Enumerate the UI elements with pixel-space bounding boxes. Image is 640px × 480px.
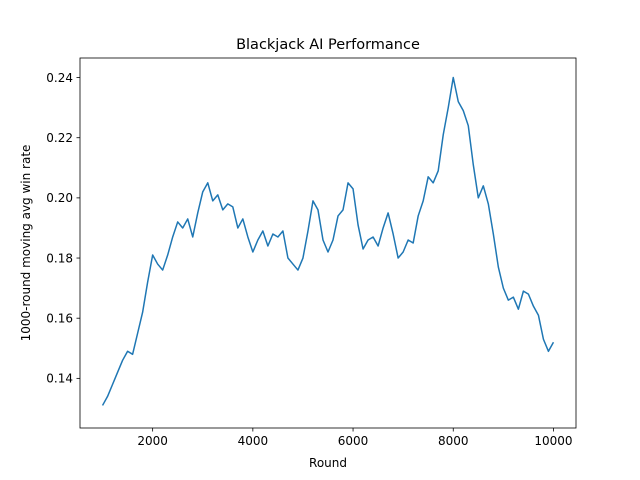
y-axis-label: 1000-round moving avg win rate [19,145,33,342]
chart-title: Blackjack AI Performance [236,37,420,53]
x-tick-label: 6000 [338,434,369,448]
x-tick-label: 10000 [534,434,572,448]
y-tick-label: 0.14 [46,372,73,386]
plot-frame [79,57,577,429]
x-axis-label: Round [309,456,347,470]
y-tick-label: 0.22 [46,131,73,145]
y-axis-ticks: 0.14 0.16 0.18 0.20 0.22 0.24 [46,71,80,386]
x-tick-label: 8000 [438,434,469,448]
y-tick-label: 0.20 [46,191,73,205]
y-tick-label: 0.16 [46,312,73,326]
y-tick-label: 0.24 [46,71,73,85]
x-tick-label: 2000 [137,434,168,448]
series-line-0 [101,76,555,406]
x-axis-ticks: 2000 4000 6000 8000 10000 [137,428,573,448]
y-tick-label: 0.18 [46,251,73,265]
series-layer [101,76,555,406]
x-tick-label: 4000 [238,434,269,448]
plot-background [80,58,576,428]
